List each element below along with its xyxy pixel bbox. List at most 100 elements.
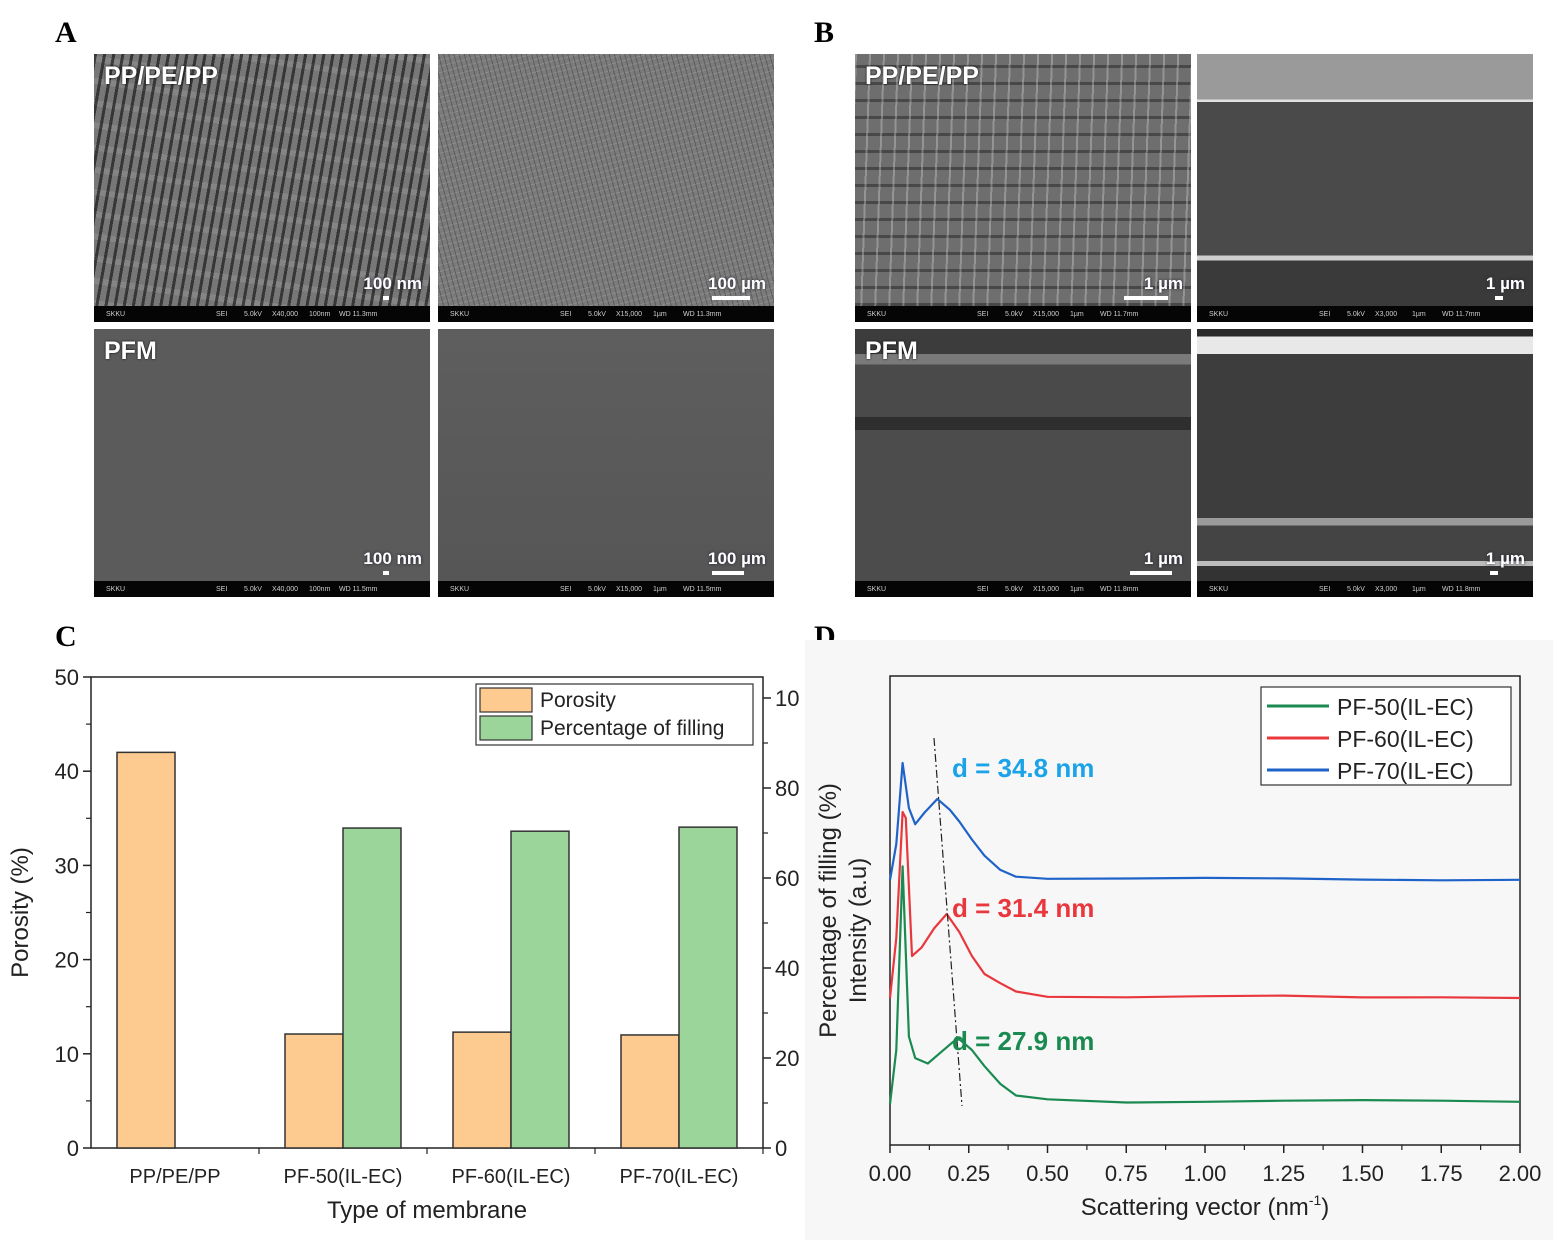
x-axis-title: Scattering vector (nm-1) [1081, 1192, 1330, 1221]
bar-filling [342, 827, 402, 1149]
sem-info-bar: SKKU SEI 5.0kV X3,000 1µm WD 11.8mm [1197, 581, 1533, 597]
info-mode: SEI [560, 585, 572, 593]
info-wd: WD 11.8mm [1100, 585, 1139, 593]
info-wd: WD 11.7mm [1100, 310, 1139, 318]
scale-bar [1130, 571, 1172, 575]
scale-label: 1 µm [1143, 549, 1183, 568]
info-mag: X15,000 [616, 310, 643, 318]
bar-porosity [284, 1033, 344, 1149]
sem-image-b-bottom-left: PFM 1 µm SKKU SEI 5.0kV X15,000 1µm WD 11.8mm [855, 329, 1191, 597]
scale-bar [1124, 296, 1168, 300]
info-mag: X40,000 [272, 310, 299, 318]
bar-filling [678, 826, 738, 1149]
info-bar: 1µm [653, 585, 667, 593]
scale-label: 1 µm [1143, 274, 1183, 293]
x-tick-label: 0.50 [1026, 1161, 1069, 1186]
info-kv: 5.0kV [1005, 310, 1023, 318]
panel-letter-b: B [814, 16, 835, 49]
x-tick-label: 2.00 [1499, 1161, 1542, 1186]
sample-label: PP/PE/PP [865, 62, 979, 90]
sem-micrograph [855, 54, 1191, 306]
sem-image-b-top-right: 1 µm SKKU SEI 5.0kV X3,000 1µm WD 11.7mm [1197, 54, 1533, 322]
scale-label: 100 nm [363, 549, 422, 568]
info-bar: 1µm [1412, 585, 1426, 593]
x-tick-label: 1.50 [1341, 1161, 1384, 1186]
y-right-tick-label: 20 [775, 1046, 799, 1071]
info-wd: WD 11.7mm [1442, 310, 1481, 318]
info-bar: 100nm [309, 310, 331, 318]
info-org: SKKU [867, 585, 887, 593]
y-tick-label: 50 [55, 665, 79, 690]
sem-micrograph [438, 329, 774, 581]
sem-info-bar: SKKU SEI 5.0kV X15,000 1µm WD 11.5mm [438, 581, 774, 597]
peak-guide-line [933, 737, 963, 1107]
info-kv: 5.0kV [1347, 310, 1365, 318]
series-line-PF-70(IL-EC) [888, 761, 1521, 882]
bar-filling [510, 830, 570, 1149]
info-org: SKKU [106, 585, 126, 593]
scale-bar [712, 296, 750, 300]
sem-micrograph [1197, 329, 1533, 581]
x-category-label: PF-70(IL-EC) [620, 1166, 739, 1188]
info-bar: 1µm [1070, 585, 1084, 593]
info-org: SKKU [867, 310, 887, 318]
x-tick-label: 0.25 [947, 1161, 990, 1186]
info-org: SKKU [1209, 585, 1229, 593]
sem-info-bar: SKKU SEI 5.0kV X40,000 100nm WD 11.3mm [94, 306, 430, 322]
legend-swatch [479, 687, 533, 713]
x-tick-label: 1.75 [1420, 1161, 1463, 1186]
panel-letter-c: C [55, 620, 77, 653]
info-org: SKKU [1209, 310, 1229, 318]
sem-image-a-top-right: 100 µm SKKU SEI 5.0kV X15,000 1µm WD 11.3mm [438, 54, 774, 322]
legend-label: PF-50(IL-EC) [1337, 694, 1474, 720]
info-mag: X15,000 [1033, 585, 1060, 593]
sem-image-a-bottom-right: 100 µm SKKU SEI 5.0kV X15,000 1µm WD 11.5mm [438, 329, 774, 597]
info-org: SKKU [450, 585, 470, 593]
sample-label: PFM [104, 337, 157, 365]
y-right-tick-label: 60 [775, 866, 799, 891]
sem-micrograph [94, 329, 430, 581]
y-axis-title-overlap: Percentage of filling (%) [815, 783, 842, 1038]
scale-bar [383, 296, 389, 300]
info-mode: SEI [216, 310, 228, 318]
scale-label: 1 µm [1485, 274, 1525, 293]
scale-bar [1490, 571, 1498, 575]
line-chart-saxs: 0.00 0.25 0.50 0.75 1.00 1.25 1.50 1.75 2.00 Scat… [805, 640, 1553, 1240]
scale-bar [383, 571, 389, 575]
info-bar: 1µm [1070, 310, 1084, 318]
info-kv: 5.0kV [244, 310, 262, 318]
d-spacing-annotation: d = 27.9 nm [952, 1026, 1094, 1056]
info-mode: SEI [1319, 585, 1331, 593]
info-bar: 1µm [653, 310, 667, 318]
x-category-label: PP/PE/PP [129, 1166, 220, 1188]
info-org: SKKU [450, 310, 470, 318]
sem-info-bar: SKKU SEI 5.0kV X15,000 1µm WD 11.3mm [438, 306, 774, 322]
sem-micrograph [94, 54, 430, 306]
y-axis-title: Intensity (a.u) [845, 858, 872, 1003]
legend: PF-50(IL-EC) PF-60(IL-EC) PF-70(IL-EC) [1260, 686, 1512, 786]
info-wd: WD 11.3mm [683, 310, 722, 318]
legend-swatch [479, 715, 533, 741]
info-bar: 100nm [309, 585, 331, 593]
info-mag: X3,000 [1375, 310, 1398, 318]
info-wd: WD 11.5mm [683, 585, 722, 593]
x-category-label: PF-60(IL-EC) [452, 1166, 571, 1188]
x-tick-label: 1.00 [1184, 1161, 1227, 1186]
info-mode: SEI [977, 310, 989, 318]
info-mode: SEI [977, 585, 989, 593]
sem-info-bar: SKKU SEI 5.0kV X15,000 1µm WD 11.7mm [855, 306, 1191, 322]
info-bar: 1µm [1412, 310, 1426, 318]
info-kv: 5.0kV [588, 310, 606, 318]
series-line-PF-60(IL-EC) [888, 810, 1521, 1000]
bar-porosity [620, 1034, 680, 1149]
info-mode: SEI [216, 585, 228, 593]
sem-image-b-bottom-right: 1 µm SKKU SEI 5.0kV X3,000 1µm WD 11.8mm [1197, 329, 1533, 597]
legend-label: Percentage of filling [540, 717, 724, 740]
info-mag: X15,000 [616, 585, 643, 593]
d-spacing-annotation: d = 31.4 nm [952, 893, 1094, 923]
y-tick-label: 40 [55, 759, 79, 784]
x-tick-label: 0.75 [1105, 1161, 1148, 1186]
y-tick-label: 20 [55, 948, 79, 973]
bar-porosity [452, 1031, 512, 1149]
sem-image-a-top-left: PP/PE/PP 100 nm SKKU SEI 5.0kV X40,000 100nm WD… [94, 54, 430, 322]
